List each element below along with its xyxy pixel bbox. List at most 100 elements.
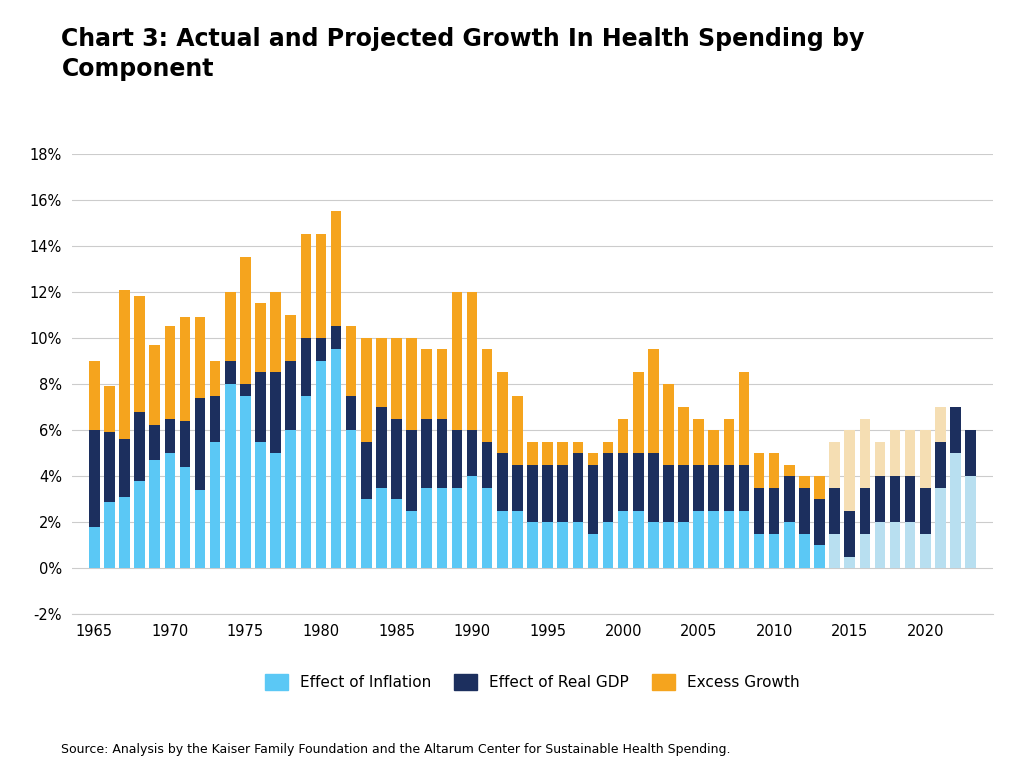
- Bar: [89, 527, 99, 568]
- Bar: [497, 453, 508, 511]
- Bar: [709, 465, 719, 511]
- Bar: [179, 317, 190, 421]
- Bar: [966, 476, 976, 568]
- Bar: [270, 453, 281, 568]
- Bar: [829, 534, 840, 568]
- Bar: [890, 522, 900, 568]
- Bar: [376, 338, 387, 407]
- Bar: [467, 476, 477, 568]
- Bar: [376, 407, 387, 488]
- Bar: [905, 430, 915, 476]
- Bar: [678, 522, 689, 568]
- Bar: [119, 497, 130, 568]
- Bar: [724, 465, 734, 511]
- Bar: [814, 476, 824, 499]
- Bar: [588, 465, 598, 534]
- Bar: [255, 303, 266, 372]
- Bar: [769, 488, 779, 534]
- Bar: [648, 522, 658, 568]
- Bar: [286, 315, 296, 361]
- Bar: [407, 511, 417, 568]
- Bar: [225, 384, 236, 568]
- Bar: [617, 419, 629, 453]
- Bar: [301, 234, 311, 338]
- Bar: [527, 522, 538, 568]
- Bar: [452, 430, 462, 488]
- Bar: [270, 292, 281, 372]
- Bar: [89, 430, 99, 527]
- Bar: [572, 442, 583, 453]
- Bar: [874, 442, 886, 476]
- Bar: [89, 361, 99, 430]
- Bar: [150, 345, 160, 425]
- Bar: [920, 430, 931, 488]
- Bar: [104, 502, 115, 568]
- Bar: [512, 511, 522, 568]
- Bar: [315, 361, 327, 568]
- Bar: [769, 534, 779, 568]
- Bar: [633, 372, 643, 453]
- Bar: [784, 476, 795, 522]
- Bar: [195, 398, 206, 490]
- Bar: [543, 465, 553, 522]
- Bar: [905, 522, 915, 568]
- Bar: [391, 338, 401, 419]
- Bar: [617, 511, 629, 568]
- Bar: [829, 488, 840, 534]
- Bar: [255, 442, 266, 568]
- Bar: [845, 430, 855, 511]
- Bar: [799, 534, 810, 568]
- Bar: [346, 326, 356, 396]
- Bar: [407, 430, 417, 511]
- Text: Chart 3: Actual and Projected Growth In Health Spending by
Component: Chart 3: Actual and Projected Growth In …: [61, 27, 865, 81]
- Bar: [874, 522, 886, 568]
- Bar: [361, 499, 372, 568]
- Bar: [603, 453, 613, 522]
- Bar: [119, 439, 130, 497]
- Bar: [512, 465, 522, 511]
- Bar: [346, 396, 356, 430]
- Bar: [543, 522, 553, 568]
- Bar: [845, 557, 855, 568]
- Legend: Effect of Inflation, Effect of Real GDP, Excess Growth: Effect of Inflation, Effect of Real GDP,…: [259, 668, 806, 697]
- Bar: [436, 488, 447, 568]
- Bar: [482, 349, 493, 442]
- Bar: [859, 488, 870, 534]
- Bar: [407, 338, 417, 430]
- Bar: [738, 372, 750, 465]
- Bar: [165, 419, 175, 453]
- Bar: [512, 396, 522, 465]
- Bar: [210, 442, 220, 568]
- Bar: [225, 361, 236, 384]
- Bar: [179, 421, 190, 467]
- Bar: [890, 430, 900, 476]
- Bar: [754, 453, 764, 488]
- Bar: [588, 453, 598, 465]
- Bar: [301, 338, 311, 396]
- Bar: [286, 361, 296, 430]
- Bar: [724, 511, 734, 568]
- Bar: [195, 317, 206, 398]
- Bar: [633, 453, 643, 511]
- Bar: [664, 465, 674, 522]
- Bar: [119, 290, 130, 439]
- Bar: [664, 384, 674, 465]
- Bar: [301, 396, 311, 568]
- Bar: [104, 432, 115, 502]
- Bar: [165, 326, 175, 419]
- Bar: [709, 430, 719, 465]
- Bar: [241, 257, 251, 384]
- Text: Source: Analysis by the Kaiser Family Foundation and the Altarum Center for Sust: Source: Analysis by the Kaiser Family Fo…: [61, 743, 731, 756]
- Bar: [890, 476, 900, 522]
- Bar: [150, 460, 160, 568]
- Bar: [754, 488, 764, 534]
- Bar: [678, 465, 689, 522]
- Bar: [361, 442, 372, 499]
- Bar: [557, 442, 568, 465]
- Bar: [150, 425, 160, 460]
- Bar: [920, 534, 931, 568]
- Bar: [286, 430, 296, 568]
- Bar: [422, 349, 432, 419]
- Bar: [376, 488, 387, 568]
- Bar: [709, 511, 719, 568]
